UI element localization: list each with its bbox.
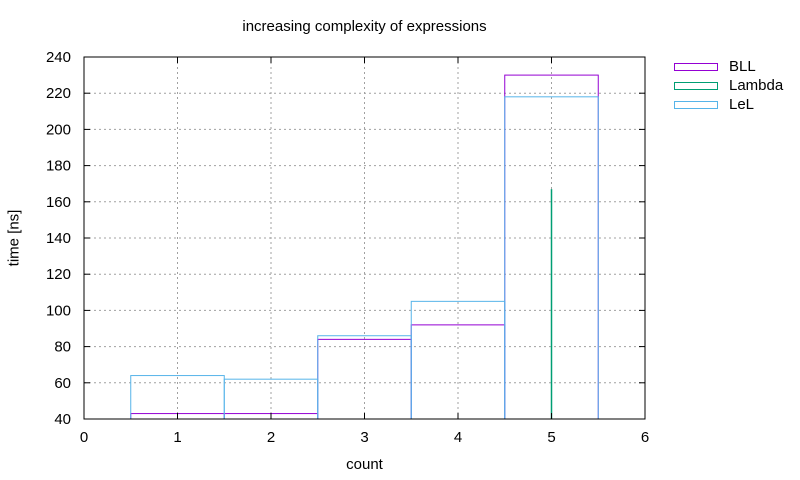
legend-swatch-lel (674, 101, 718, 109)
y-tick-label: 100 (46, 302, 71, 319)
y-axis-label: time [ns] (5, 209, 23, 267)
y-tick-label: 160 (46, 194, 71, 211)
legend-swatch-bll (674, 63, 718, 71)
x-tick-label: 5 (547, 429, 555, 446)
y-tick-label: 80 (54, 339, 71, 356)
x-tick-label: 3 (360, 429, 368, 446)
legend-label-bll: BLL (729, 58, 756, 75)
x-tick-label: 0 (80, 429, 88, 446)
y-tick-label: 220 (46, 85, 71, 102)
x-tick-label: 6 (641, 429, 649, 446)
y-tick-label: 240 (46, 49, 71, 66)
y-tick-label: 180 (46, 158, 71, 175)
legend-label-lambda: Lambda (729, 77, 784, 94)
legend-swatch-lambda (674, 82, 718, 90)
legend-label-lel: LeL (729, 96, 755, 113)
y-tick-label: 140 (46, 230, 71, 247)
chart-title: increasing complexity of expressions (242, 18, 487, 35)
x-tick-label: 4 (454, 429, 462, 446)
x-tick-label: 1 (173, 429, 181, 446)
x-tick-label: 2 (267, 429, 275, 446)
y-tick-label: 120 (46, 266, 71, 283)
y-tick-label: 200 (46, 121, 71, 138)
x-axis-label: count (346, 456, 383, 473)
y-tick-label: 40 (54, 411, 71, 428)
y-tick-label: 60 (54, 375, 71, 392)
